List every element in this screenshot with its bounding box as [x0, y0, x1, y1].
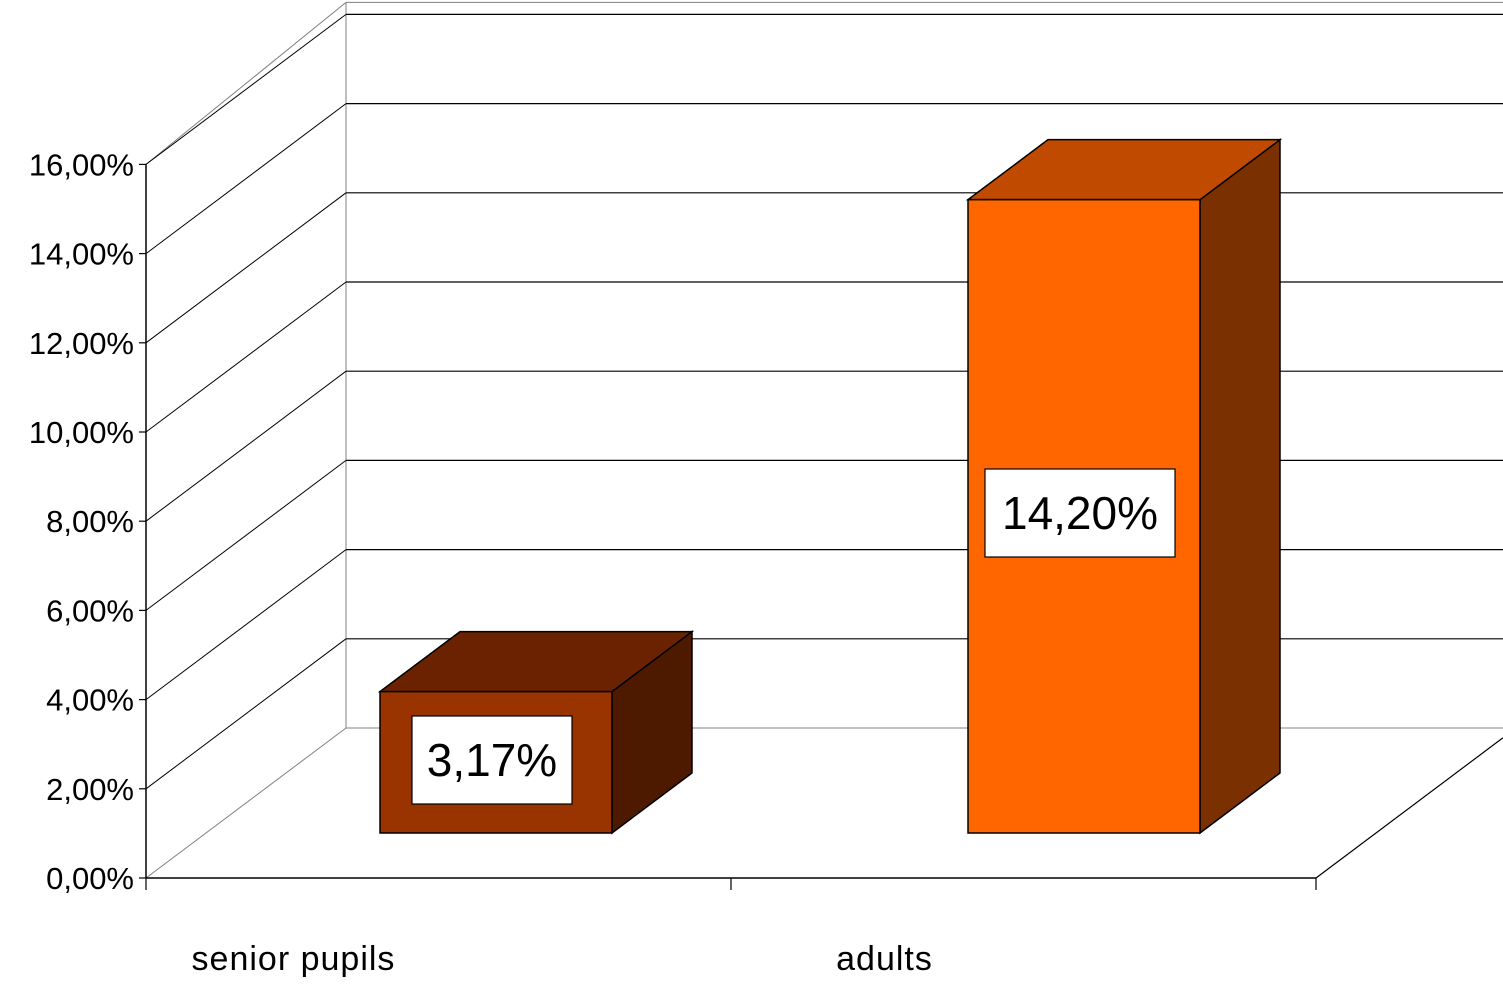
gridline-side	[145, 13, 347, 165]
y-tick-label: 0,00%	[46, 861, 134, 896]
floor-right-edge	[1315, 737, 1503, 879]
bar-adults	[965, 138, 1283, 835]
data-label-box	[411, 715, 573, 805]
bars	[377, 138, 1283, 835]
y-tick-label: 2,00%	[46, 772, 134, 807]
gridline-side	[145, 638, 347, 790]
y-tick-label: 14,00%	[29, 237, 134, 272]
y-tick-label: 16,00%	[29, 147, 134, 182]
axes	[139, 163, 1317, 890]
data-label-box	[984, 468, 1176, 558]
y-tick-label: 12,00%	[29, 326, 134, 361]
y-tick-label: 4,00%	[46, 683, 134, 718]
gridline-side	[145, 459, 347, 611]
bar-side-face	[1199, 138, 1281, 835]
gridline-side	[145, 549, 347, 700]
data-label: 14,20%	[1002, 487, 1158, 539]
y-tick-label: 8,00%	[46, 504, 134, 539]
labels: 0,00% 2,00% 4,00% 6,00% 8,00% 10,00% 12,00% 14,…	[29, 147, 1176, 978]
y-tick-label: 10,00%	[29, 415, 134, 450]
gridline-side	[145, 192, 347, 344]
x-category-label: adults	[836, 940, 933, 978]
gridline-side	[145, 727, 347, 879]
gridline-side	[145, 103, 347, 255]
x-category-label: senior pupils	[192, 940, 396, 978]
bar-senior-pupils	[377, 630, 695, 835]
gridlines	[145, 13, 1503, 879]
gridline-side	[145, 370, 347, 522]
chart-walls	[145, 1, 1503, 879]
y-tick-label: 6,00%	[46, 593, 134, 628]
data-label: 3,17%	[427, 734, 557, 786]
gridline-side	[145, 281, 347, 433]
side-wall-top-edge	[145, 2, 347, 165]
